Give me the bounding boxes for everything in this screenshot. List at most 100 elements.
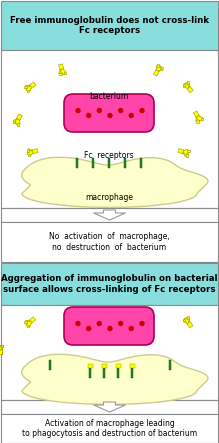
Polygon shape <box>16 114 22 121</box>
Bar <box>131 368 133 378</box>
Polygon shape <box>59 69 65 75</box>
Polygon shape <box>94 210 125 220</box>
Bar <box>108 158 110 168</box>
Bar <box>27 90 29 92</box>
Bar <box>187 316 189 319</box>
Circle shape <box>140 322 144 326</box>
Bar <box>1 222 218 262</box>
Polygon shape <box>0 345 3 350</box>
Text: macrophage: macrophage <box>85 193 133 202</box>
Bar <box>1 400 218 414</box>
Polygon shape <box>185 317 190 323</box>
Polygon shape <box>29 317 36 323</box>
Text: Free immunoglobulin does not cross-link
Fc receptors: Free immunoglobulin does not cross-link … <box>10 16 209 35</box>
Polygon shape <box>0 349 2 354</box>
Bar <box>1 1 218 50</box>
Polygon shape <box>27 150 34 156</box>
FancyBboxPatch shape <box>64 94 154 132</box>
Polygon shape <box>0 345 2 350</box>
Polygon shape <box>25 85 31 89</box>
Bar <box>140 158 142 168</box>
Bar <box>92 158 94 168</box>
Polygon shape <box>0 345 2 350</box>
Polygon shape <box>0 345 2 350</box>
Bar <box>183 319 185 321</box>
Circle shape <box>76 322 80 326</box>
Bar <box>25 86 27 88</box>
Bar <box>186 154 188 156</box>
Polygon shape <box>29 82 36 89</box>
Circle shape <box>129 326 133 330</box>
Bar <box>1 345 3 347</box>
Polygon shape <box>26 86 32 92</box>
Polygon shape <box>26 320 30 325</box>
Polygon shape <box>157 66 163 71</box>
Polygon shape <box>196 116 201 122</box>
Text: bacterium: bacterium <box>89 92 129 101</box>
Bar <box>1 50 218 208</box>
Bar <box>1 345 3 347</box>
Bar <box>157 64 159 66</box>
Circle shape <box>76 109 80 113</box>
Bar <box>169 360 171 370</box>
Bar <box>89 368 91 378</box>
Bar <box>28 154 30 156</box>
Polygon shape <box>187 86 193 93</box>
Bar <box>201 118 203 120</box>
Bar <box>196 120 199 123</box>
Text: Activation of macrophage leading
to phagocytosis and destruction of bacterium: Activation of macrophage leading to phag… <box>22 419 197 438</box>
Circle shape <box>97 322 101 326</box>
Bar <box>161 67 163 69</box>
Polygon shape <box>60 69 66 75</box>
Polygon shape <box>0 349 2 354</box>
Text: Aggregation of immunoglobulin on bacterial
surface allows cross-linking of Fc re: Aggregation of immunoglobulin on bacteri… <box>1 274 218 294</box>
Bar <box>27 149 29 152</box>
Circle shape <box>119 322 123 326</box>
Polygon shape <box>0 345 3 350</box>
Bar <box>187 150 189 152</box>
Polygon shape <box>183 150 188 156</box>
Bar <box>183 84 185 86</box>
Bar <box>13 121 15 123</box>
Circle shape <box>140 109 144 113</box>
Text: No  activation  of  macrophage,
no  destruction  of  bacterium: No activation of macrophage, no destruct… <box>49 232 170 252</box>
Polygon shape <box>15 119 20 125</box>
FancyBboxPatch shape <box>64 307 154 345</box>
Circle shape <box>108 326 112 330</box>
Polygon shape <box>185 82 190 88</box>
Circle shape <box>119 109 123 113</box>
Polygon shape <box>22 157 208 207</box>
Bar <box>124 158 126 168</box>
Polygon shape <box>32 148 38 154</box>
Polygon shape <box>184 83 189 89</box>
Polygon shape <box>178 148 185 154</box>
Bar <box>103 368 105 378</box>
Bar <box>25 321 27 323</box>
Polygon shape <box>153 69 160 76</box>
Polygon shape <box>26 321 32 326</box>
Polygon shape <box>184 318 189 323</box>
Bar <box>59 73 62 75</box>
Bar <box>27 325 30 327</box>
Polygon shape <box>27 148 33 155</box>
Polygon shape <box>197 116 203 121</box>
Polygon shape <box>0 349 2 354</box>
Bar <box>88 364 92 368</box>
Polygon shape <box>0 349 2 354</box>
Bar <box>101 364 106 368</box>
Polygon shape <box>156 65 161 71</box>
Bar <box>117 368 119 378</box>
Circle shape <box>97 109 101 113</box>
Bar <box>1 414 218 443</box>
Polygon shape <box>22 354 208 404</box>
Circle shape <box>129 113 133 117</box>
Bar <box>49 360 51 370</box>
Bar <box>1 305 218 400</box>
Polygon shape <box>186 321 193 328</box>
Bar <box>1 345 3 347</box>
Text: Fc  receptors: Fc receptors <box>84 151 134 159</box>
Polygon shape <box>183 149 189 155</box>
Bar <box>76 158 78 168</box>
Circle shape <box>87 113 91 117</box>
Bar <box>64 72 66 74</box>
